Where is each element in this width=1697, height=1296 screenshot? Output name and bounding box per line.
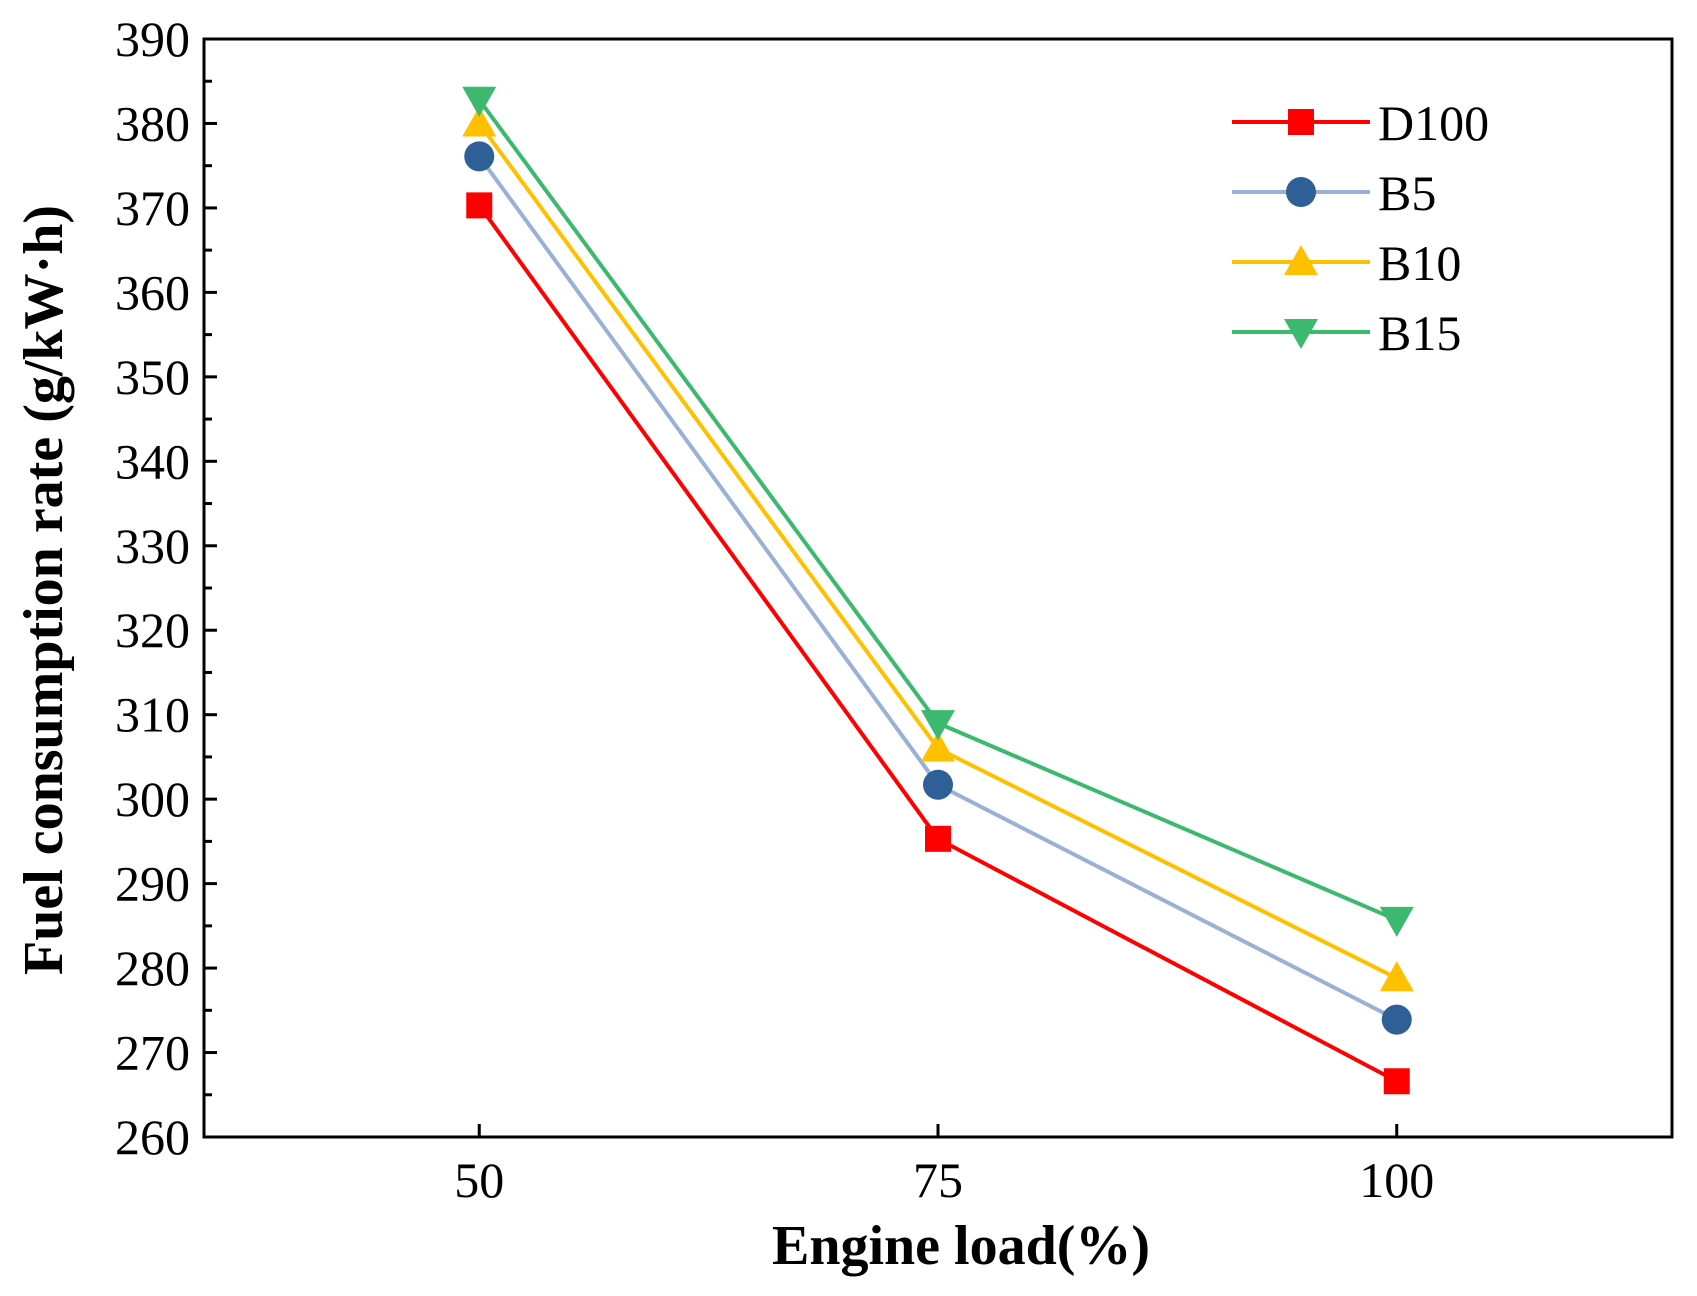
y-tick-label: 350 — [115, 349, 190, 405]
data-point-b5 — [1381, 1004, 1412, 1035]
series-d100 — [466, 192, 1410, 1095]
y-tick-label: 390 — [115, 11, 190, 67]
data-point-d100 — [1383, 1068, 1410, 1095]
legend-marker-b15 — [1284, 319, 1318, 349]
y-tick-label: 360 — [115, 264, 190, 320]
y-tick-label: 330 — [115, 518, 190, 574]
legend-item-b10: B10 — [1232, 235, 1461, 291]
y-tick-label: 280 — [115, 940, 190, 996]
y-tick-label: 380 — [115, 95, 190, 151]
legend-label-b15: B15 — [1378, 305, 1461, 361]
legend-item-b5: B5 — [1232, 165, 1436, 221]
data-point-b15 — [1379, 906, 1414, 937]
data-point-b10 — [1379, 961, 1414, 992]
y-axis-title: Fuel consumption rate (g/kW·h) — [13, 205, 75, 975]
y-tick-label: 340 — [115, 433, 190, 489]
legend-item-d100: D100 — [1232, 95, 1489, 151]
x-tick-label: 100 — [1359, 1152, 1434, 1208]
legend-label-d100: D100 — [1378, 95, 1489, 151]
legend-label-b5: B5 — [1378, 165, 1436, 221]
legend-marker-b5 — [1286, 177, 1316, 207]
legend-item-b15: B15 — [1232, 305, 1461, 361]
legend-marker-d100 — [1288, 109, 1314, 135]
data-point-b15 — [462, 86, 497, 117]
x-tick-label: 50 — [454, 1152, 504, 1208]
legend-label-b10: B10 — [1378, 235, 1461, 291]
data-point-b10 — [462, 106, 497, 137]
x-axis-title: Engine load(%) — [772, 1215, 1150, 1277]
y-tick-label: 260 — [115, 1109, 190, 1165]
series-layer — [462, 86, 1414, 1095]
data-point-b15 — [921, 710, 955, 741]
y-tick-label: 320 — [115, 602, 190, 658]
data-point-d100 — [466, 192, 493, 219]
data-point-b5 — [464, 141, 495, 172]
y-tick-label: 270 — [115, 1025, 190, 1081]
y-tick-label: 290 — [115, 856, 190, 912]
axes: 260 270 280 290 300 310 320 330 340 350 360 370 380 3… — [115, 11, 1674, 1208]
legend: D100 B5 B10 B15 — [1232, 95, 1489, 361]
series-b5 — [464, 141, 1412, 1035]
data-point-d100 — [925, 825, 951, 852]
series-b15 — [462, 86, 1414, 937]
y-tick-label: 300 — [115, 771, 190, 827]
data-point-b10 — [921, 731, 955, 762]
data-point-b5 — [923, 769, 953, 800]
y-tick-label: 370 — [115, 180, 190, 236]
x-tick-label: 75 — [913, 1152, 963, 1208]
series-b10 — [462, 106, 1414, 992]
y-tick-label: 310 — [115, 687, 190, 743]
legend-marker-b10 — [1284, 245, 1318, 275]
